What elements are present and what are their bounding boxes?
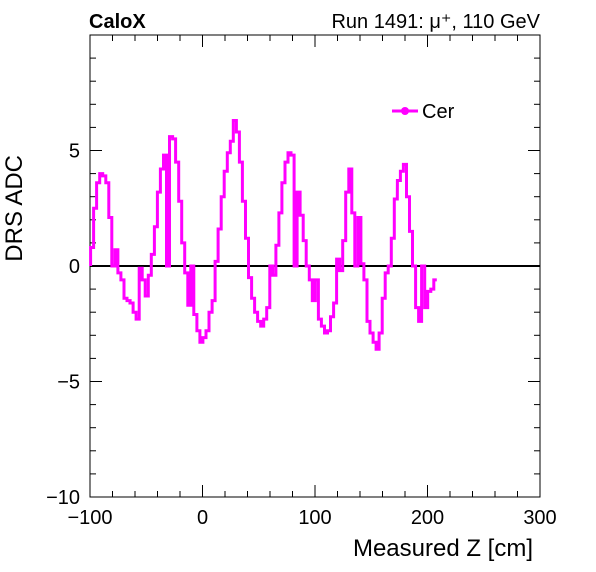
series-line-cer (89, 119, 437, 351)
y-tick-label: 0 (69, 256, 80, 278)
y-axis-title: DRS ADC (1, 155, 28, 262)
y-tick-label: 5 (69, 141, 80, 163)
axes: −100 0 100 200 300 −10 −5 0 5 (46, 34, 557, 529)
x-tick-label: 300 (523, 507, 556, 529)
run-info-label: Run 1491: μ⁺, 110 GeV (331, 11, 540, 33)
experiment-label: CaloX (89, 11, 146, 33)
legend-label-cer: Cer (422, 101, 455, 123)
x-tick-label: −100 (67, 507, 112, 529)
legend-marker-cer (401, 107, 409, 115)
legend: Cer (392, 101, 455, 123)
y-tick-label: −10 (46, 487, 80, 509)
x-tick-label: 200 (411, 507, 444, 529)
x-axis-title: Measured Z [cm] (353, 535, 533, 562)
x-tick-label: 100 (298, 507, 331, 529)
x-tick-label: 0 (197, 507, 208, 529)
y-tick-label: −5 (57, 372, 80, 394)
